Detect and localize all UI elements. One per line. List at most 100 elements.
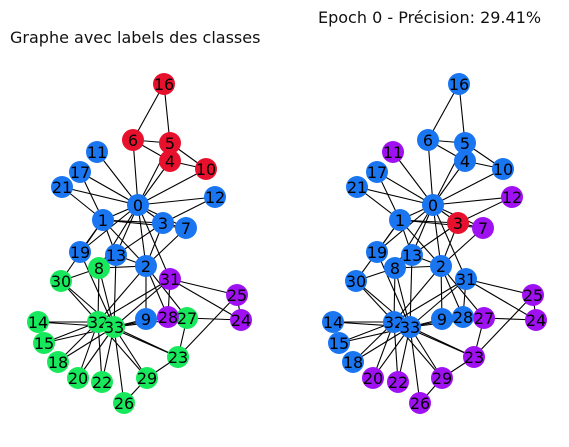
- graph-edge: [409, 278, 467, 328]
- graph-edge: [440, 265, 485, 319]
- graph-node-label: 4: [460, 152, 470, 171]
- graph-node-label: 8: [390, 259, 400, 278]
- graph-node: [69, 241, 91, 263]
- graph-node: [387, 371, 409, 393]
- graph-node: [176, 307, 198, 329]
- graph-node: [473, 307, 495, 329]
- graph-node: [362, 367, 384, 389]
- graph-node-label: 13: [402, 246, 422, 265]
- graph-node: [384, 257, 406, 279]
- graph-node-label: 10: [196, 160, 216, 179]
- graph-node-label: 6: [128, 131, 138, 150]
- graph-node: [167, 346, 189, 368]
- predicted-labels-graph: 0123456789101112131415161718192021222324…: [322, 73, 547, 414]
- graph-node-label: 30: [346, 272, 366, 291]
- graph-node: [153, 73, 175, 95]
- graph-node: [91, 371, 113, 393]
- graph-node-label: 13: [106, 246, 126, 265]
- graph-node: [175, 217, 197, 239]
- graph-edge: [57, 326, 115, 363]
- graph-node-label: 8: [94, 259, 104, 278]
- graph-node: [127, 194, 149, 216]
- graph-edge: [473, 294, 534, 358]
- graph-node: [472, 217, 494, 239]
- graph-node: [136, 367, 158, 389]
- graph-edge: [96, 151, 139, 206]
- graph-node-label: 28: [158, 308, 178, 327]
- graph-node: [346, 176, 368, 198]
- graph-node: [50, 270, 72, 292]
- graph-node-label: 29: [432, 369, 452, 388]
- graph-node-label: 0: [428, 196, 438, 215]
- graph-node: [389, 209, 411, 231]
- graph-edge: [113, 326, 179, 358]
- graph-node: [157, 306, 179, 328]
- graph-node: [455, 268, 477, 290]
- graph-node: [230, 309, 252, 331]
- graph-node-label: 27: [474, 309, 494, 328]
- graph-edge: [169, 278, 242, 321]
- graph-edge: [113, 278, 171, 328]
- graph-node-label: 2: [141, 257, 151, 276]
- graph-node-label: 9: [141, 310, 151, 329]
- graph-node: [454, 150, 476, 172]
- graph-node: [135, 255, 157, 277]
- graph-node: [430, 255, 452, 277]
- graph-node: [447, 212, 469, 234]
- graph-node-label: 17: [70, 163, 90, 182]
- graph-node-label: 0: [133, 196, 143, 215]
- graph-node-label: 5: [165, 134, 175, 153]
- graph-edge: [61, 186, 139, 206]
- graph-node-label: 20: [68, 369, 88, 388]
- graph-node-label: 16: [154, 75, 174, 94]
- graph-edge: [79, 171, 139, 206]
- graph-edge: [137, 168, 207, 206]
- graph-node-label: 14: [323, 313, 343, 332]
- graph-node-label: 14: [28, 313, 48, 332]
- graph-node-label: 15: [34, 334, 54, 353]
- graph-node: [522, 284, 544, 306]
- graph-node-label: 20: [363, 369, 383, 388]
- graph-edge: [137, 204, 171, 280]
- graph-node: [328, 332, 350, 354]
- graph-node: [113, 392, 135, 414]
- graph-edge: [432, 196, 513, 206]
- graph-node-label: 28: [453, 308, 473, 327]
- graph-node: [345, 270, 367, 292]
- graph-node: [159, 268, 181, 290]
- graph-node-label: 19: [367, 243, 387, 262]
- graph-node: [322, 311, 344, 333]
- graph-node: [159, 150, 181, 172]
- graph-edge: [393, 265, 442, 323]
- graph-node-label: 26: [410, 394, 430, 413]
- graph-node-label: 6: [423, 131, 433, 150]
- graph-node: [409, 392, 431, 414]
- graph-node: [463, 346, 485, 368]
- graph-node: [27, 311, 49, 333]
- graph-node-label: 2: [436, 257, 446, 276]
- graph-node-label: 12: [502, 188, 522, 207]
- graph-node-label: 21: [52, 178, 72, 197]
- graph-edge: [465, 278, 537, 321]
- graph-node: [417, 129, 439, 151]
- graph-edge: [145, 265, 188, 319]
- graph-node-label: 22: [388, 373, 408, 392]
- true-labels-graph: 0123456789101112131415161718192021222324…: [27, 73, 252, 414]
- graph-node-label: 9: [437, 310, 447, 329]
- graph-node-label: 16: [449, 75, 469, 94]
- graph-node: [422, 194, 444, 216]
- graph-node-label: 25: [227, 286, 247, 305]
- graph-node-label: 23: [168, 348, 188, 367]
- graph-node: [135, 308, 157, 330]
- graph-edge: [432, 168, 504, 206]
- graph-edge: [113, 254, 117, 328]
- graph-edge: [432, 204, 467, 280]
- graph-node: [51, 176, 73, 198]
- graph-node-label: 31: [160, 270, 180, 289]
- graph-node-label: 12: [205, 188, 225, 207]
- graph-node-label: 18: [343, 353, 363, 372]
- graph-node: [431, 308, 453, 330]
- graph-node-label: 27: [177, 309, 197, 328]
- graph-edge: [409, 326, 475, 358]
